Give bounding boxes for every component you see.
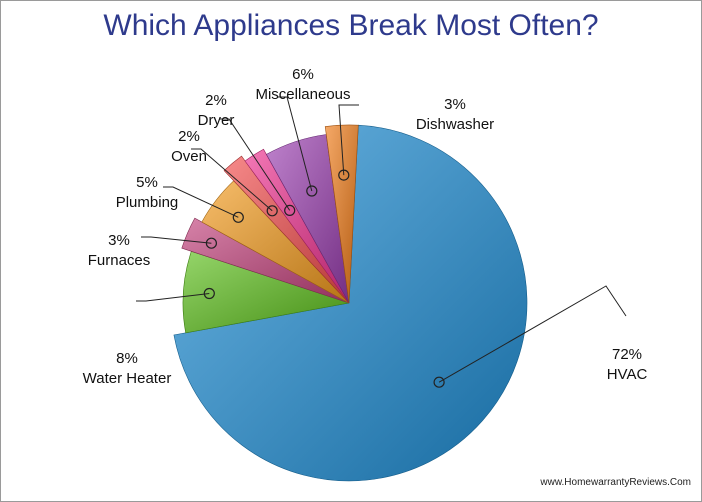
leader-line (141, 236, 212, 244)
slice-percent-label: 3% (444, 96, 466, 113)
leader-dot (306, 185, 318, 197)
leader-dot (232, 211, 244, 223)
slice-percent-label: 3% (108, 232, 130, 249)
slice-name-label: Water Heater (83, 370, 172, 387)
leader-dot (266, 205, 278, 217)
slice-name-label: Oven (171, 148, 207, 165)
leader-dot (433, 376, 445, 388)
source-credit: www.HomewarrantyReviews.Com (539, 477, 691, 488)
slice-percent-label: 8% (116, 350, 138, 367)
leader-line (277, 96, 313, 192)
pie-slice-dishwasher (324, 124, 359, 304)
slice-name-label: Dryer (198, 112, 235, 129)
slice-percent-label: 2% (205, 92, 227, 109)
slice-name-label: Plumbing (116, 194, 179, 211)
pie-slice-hvac (173, 124, 528, 482)
leader-dot (205, 237, 217, 249)
slice-percent-label: 6% (292, 66, 314, 83)
slice-percent-label: 5% (136, 174, 158, 191)
pie-slice-dryer (244, 148, 350, 304)
slice-name-label: Miscellaneous (255, 86, 350, 103)
leader-line (338, 104, 359, 176)
pie-slice-oven (223, 155, 350, 304)
leader-line (163, 186, 239, 218)
chart-title: Which Appliances Break Most Often? (103, 9, 599, 42)
leader-line (191, 148, 273, 212)
slice-name-label: Dishwasher (416, 116, 494, 133)
slice-percent-label: 2% (178, 128, 200, 145)
leader-line (136, 293, 210, 302)
slice-name-label: HVAC (607, 366, 648, 383)
slice-name-label: Furnaces (88, 252, 151, 269)
leader-dot (284, 204, 296, 216)
pie-slice-furnaces (181, 217, 350, 304)
slice-percent-label: 72% (612, 346, 642, 363)
leader-dot (338, 169, 350, 181)
leader-line (438, 285, 627, 383)
leader-dot (203, 287, 215, 300)
leader-line (219, 118, 291, 211)
